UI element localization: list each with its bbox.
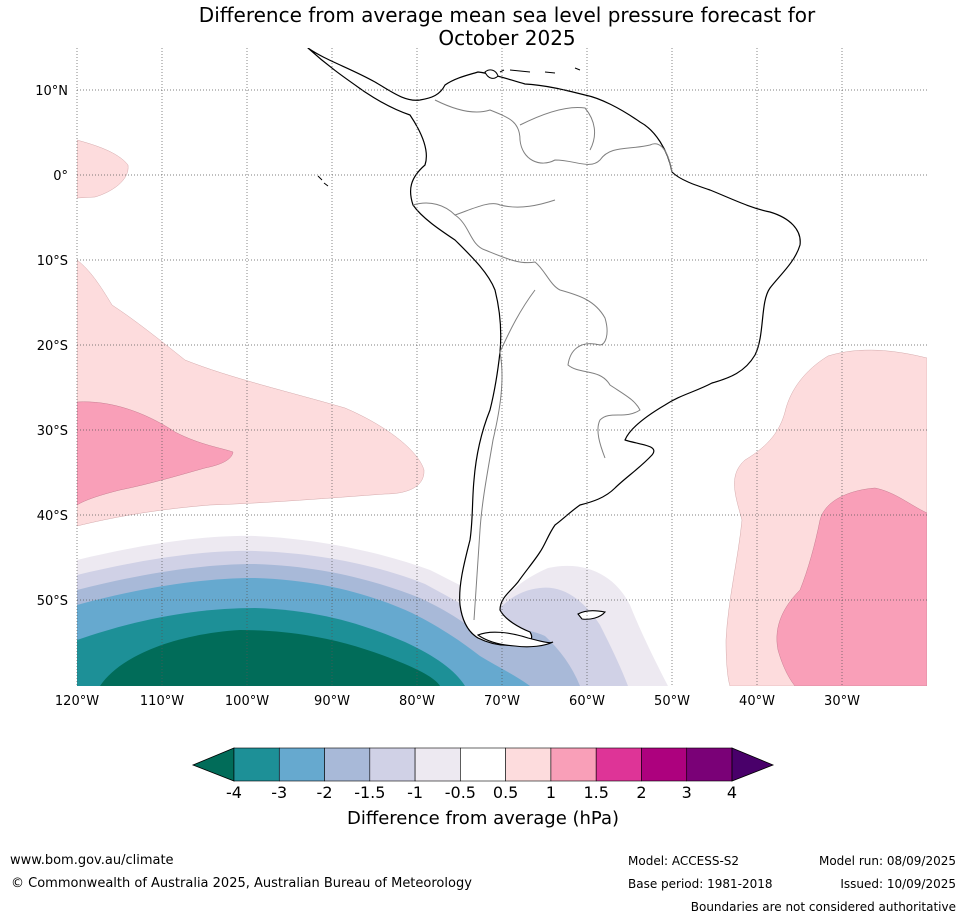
lat-label: 40°S bbox=[37, 509, 68, 524]
colorbar-tick-label: -2 bbox=[316, 783, 333, 802]
south-america-coastline bbox=[307, 48, 801, 646]
footer-base-period: Base period: 1981-2018 bbox=[628, 877, 773, 891]
lon-label: 120°W bbox=[55, 694, 99, 709]
lon-label: 50°W bbox=[654, 694, 690, 709]
lon-label: 70°W bbox=[484, 694, 520, 709]
country-borders bbox=[412, 99, 673, 621]
galapagos-islands bbox=[317, 175, 329, 187]
footer-disclaimer: Boundaries are not considered authoritat… bbox=[690, 900, 956, 914]
colorbar-tick-label: 3 bbox=[681, 783, 692, 802]
footer-model: Model: ACCESS-S2 bbox=[628, 854, 740, 868]
map-title: Difference from average mean sea level p… bbox=[77, 4, 937, 50]
colorbar-segment bbox=[324, 747, 371, 782]
colorbar-under-arrow bbox=[191, 747, 235, 782]
colorbar-tick-label: 4 bbox=[726, 783, 738, 802]
colorbar-segment bbox=[233, 747, 280, 782]
graticule bbox=[76, 48, 927, 686]
lat-label: 10°N bbox=[35, 84, 68, 99]
anomaly-area-0p5-north bbox=[77, 139, 129, 199]
anomaly-area-neg4 bbox=[100, 630, 440, 686]
colorbar-tick-label: 2 bbox=[636, 783, 647, 802]
title-line-2: October 2025 bbox=[438, 26, 576, 50]
footer-issued: Issued: 10/09/2025 bbox=[840, 877, 956, 891]
lat-label: 0° bbox=[53, 169, 68, 184]
colorbar-segment bbox=[278, 747, 325, 782]
colorbar-label: Difference from average (hPa) bbox=[346, 808, 620, 829]
lon-label: 40°W bbox=[739, 694, 775, 709]
footer-copyright: © Commonwealth of Australia 2025, Austra… bbox=[11, 876, 472, 891]
lon-label: 80°W bbox=[399, 694, 435, 709]
colorbar-tick-label: -4 bbox=[226, 783, 242, 802]
colorbar-segment bbox=[369, 747, 416, 782]
colorbar-segment bbox=[505, 747, 552, 782]
colorbar-over-arrow bbox=[731, 747, 775, 782]
longitude-labels: 120°W 110°W 100°W 90°W 80°W 70°W 60°W 50… bbox=[55, 694, 860, 709]
lon-label: 110°W bbox=[140, 694, 184, 709]
colorbar-tick-label: -0.5 bbox=[444, 783, 476, 802]
colorbar-tick-label: 1.5 bbox=[583, 783, 609, 802]
anomaly-area-1-west bbox=[77, 401, 234, 506]
colorbar bbox=[191, 747, 775, 782]
lat-label: 50°S bbox=[37, 594, 68, 609]
land-outlines bbox=[307, 48, 801, 648]
colorbar-segment bbox=[641, 747, 688, 782]
lon-label: 100°W bbox=[225, 694, 269, 709]
colorbar-tick-label: -1 bbox=[407, 783, 424, 802]
lat-label: 30°S bbox=[37, 424, 68, 439]
colorbar-segment bbox=[595, 747, 642, 782]
colorbar-segment bbox=[686, 747, 733, 782]
colorbar-segment bbox=[460, 747, 506, 782]
footer-model-run: Model run: 08/09/2025 bbox=[818, 854, 956, 868]
colorbar-segment bbox=[550, 747, 597, 782]
footer-url: www.bom.gov.au/climate bbox=[10, 853, 174, 868]
lat-label: 20°S bbox=[37, 339, 68, 354]
anomaly-area-1-east bbox=[776, 487, 927, 686]
anomaly-shading bbox=[77, 139, 927, 686]
falkland-islands bbox=[577, 610, 607, 620]
colorbar-tick-label: -3 bbox=[271, 783, 288, 802]
lon-label: 90°W bbox=[314, 694, 350, 709]
lon-label: 30°W bbox=[824, 694, 860, 709]
colorbar-tick-label: 0.5 bbox=[492, 783, 519, 802]
colorbar-tick-label: 1 bbox=[545, 783, 556, 802]
colorbar-segment bbox=[414, 747, 461, 782]
lon-label: 60°W bbox=[569, 694, 605, 709]
lat-label: 10°S bbox=[37, 254, 68, 269]
tierra-del-fuego bbox=[476, 631, 554, 648]
colorbar-tick-label: -1.5 bbox=[354, 783, 386, 802]
colorbar-segments bbox=[233, 747, 733, 782]
title-line-1: Difference from average mean sea level p… bbox=[198, 3, 816, 27]
latitude-labels: 10°N 0° 10°S 20°S 30°S 40°S 50°S bbox=[35, 84, 68, 609]
caribbean-islands bbox=[484, 67, 581, 79]
